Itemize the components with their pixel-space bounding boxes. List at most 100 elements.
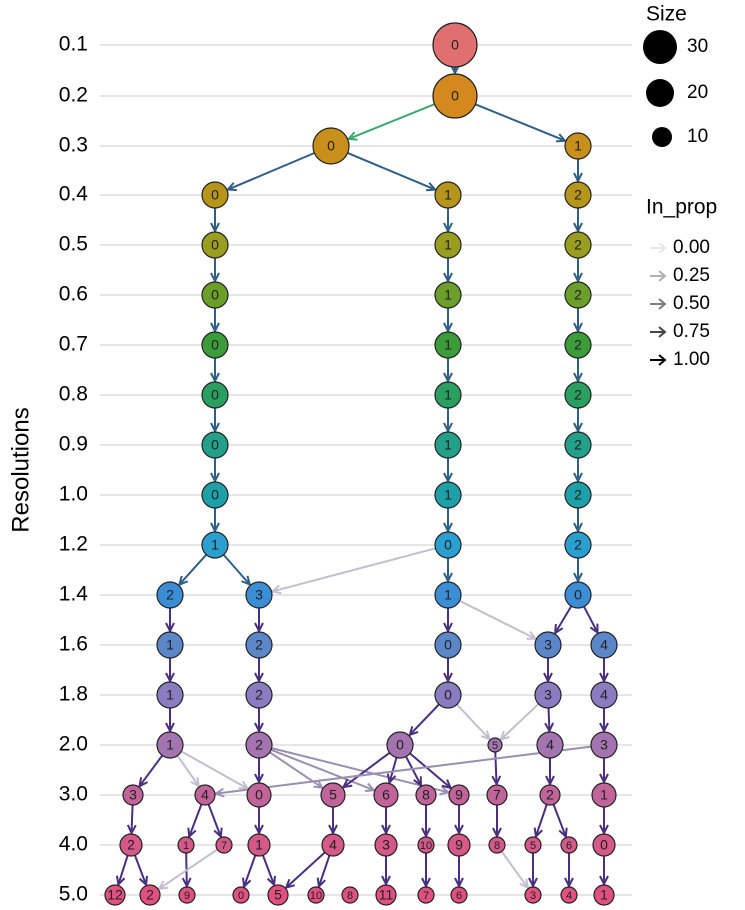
y-tick-label: 1.2 — [59, 533, 88, 556]
node — [560, 886, 578, 904]
legend-label: 20 — [687, 82, 708, 103]
node-label: 4 — [201, 787, 209, 803]
node — [245, 631, 273, 659]
node-label: 2 — [127, 837, 135, 853]
node — [386, 731, 414, 759]
axis-label: Resolutions — [7, 407, 34, 532]
legend-label: 0.50 — [673, 293, 710, 314]
node-label: 3 — [544, 637, 552, 653]
node — [564, 331, 592, 359]
y-tick-label: 1.0 — [59, 483, 88, 506]
node-label: 5 — [274, 887, 282, 903]
node — [524, 886, 542, 904]
y-tick-label: 1.6 — [59, 633, 88, 656]
node-label: 2 — [574, 437, 582, 453]
edge-arrow — [313, 779, 325, 789]
node — [156, 731, 184, 759]
node-label: 0 — [211, 237, 219, 253]
node — [560, 836, 578, 854]
node-label: 0 — [600, 837, 608, 853]
y-tick-label: 1.8 — [59, 683, 88, 706]
node — [434, 381, 462, 409]
node-label: 4 — [600, 637, 608, 653]
edge-arrow — [454, 824, 464, 836]
node — [119, 833, 143, 857]
edge-arrow — [454, 877, 464, 889]
node — [417, 836, 435, 854]
node-label: 1 — [600, 887, 608, 903]
edge-arrow — [443, 472, 453, 484]
node — [245, 581, 273, 609]
edge — [552, 803, 567, 837]
node — [232, 886, 250, 904]
edge — [180, 750, 249, 790]
node-label: 8 — [347, 890, 353, 902]
node-label: 7 — [221, 840, 227, 852]
node — [434, 331, 462, 359]
node-label: 0 — [211, 187, 219, 203]
node — [201, 331, 229, 359]
edge-arrow — [599, 672, 609, 684]
edge-arrow — [266, 875, 276, 887]
edge-arrow — [238, 780, 250, 790]
edge-arrow — [554, 624, 564, 635]
node — [177, 836, 195, 854]
legend-arrow — [658, 242, 667, 254]
edge — [178, 553, 208, 586]
edge — [243, 855, 257, 887]
edge-arrow — [528, 877, 538, 889]
edge-arrow — [210, 222, 220, 234]
node-label: 0 — [255, 787, 263, 803]
node — [590, 731, 618, 759]
edge-arrow — [573, 422, 583, 434]
node-label: 1 — [444, 337, 452, 353]
node-label: 2 — [546, 787, 554, 803]
y-tick-label: 3.0 — [59, 783, 88, 806]
edge-arrow — [165, 722, 175, 734]
edge-arrow — [556, 133, 568, 143]
edge-arrow — [573, 272, 583, 284]
node-label: 7 — [423, 890, 429, 902]
legend-label: 10 — [687, 126, 708, 147]
edge-arrow — [443, 572, 453, 584]
edge-arrow — [115, 875, 126, 887]
node-label: 5 — [530, 840, 536, 852]
node-label: 1 — [211, 537, 219, 553]
node-label: 1 — [444, 437, 452, 453]
edge — [272, 547, 436, 593]
node-label: 4 — [566, 890, 572, 902]
edge — [269, 751, 323, 789]
node-label: 9 — [184, 890, 190, 902]
edge-arrow — [558, 827, 568, 839]
edge-arrow — [341, 778, 353, 789]
edge-arrow — [599, 875, 609, 887]
node — [156, 631, 184, 659]
node — [564, 381, 592, 409]
node — [448, 784, 470, 806]
node-label: 3 — [255, 587, 263, 603]
node-label: 2 — [255, 737, 263, 753]
node-label: 8 — [494, 840, 500, 852]
edge-arrow — [346, 131, 358, 141]
edge-arrow — [544, 722, 555, 734]
legend-size-key — [643, 30, 677, 64]
node — [564, 181, 592, 209]
legend-label: 0.00 — [673, 237, 710, 258]
node-label: 2 — [166, 587, 174, 603]
node — [434, 181, 462, 209]
edge-arrow — [316, 877, 326, 889]
edge-arrow — [573, 222, 583, 234]
edge-arrow — [573, 522, 583, 534]
edge-arrow — [573, 172, 583, 184]
edge-arrow — [408, 726, 419, 737]
node-label: 1 — [444, 487, 452, 503]
node — [564, 431, 592, 459]
node-label: 0 — [238, 890, 244, 902]
edge-arrow — [381, 824, 391, 836]
node — [539, 784, 561, 806]
node — [432, 73, 478, 119]
edge-arrow — [386, 773, 397, 785]
node — [201, 381, 229, 409]
node — [432, 22, 478, 68]
legend-label: 0.25 — [673, 265, 710, 286]
